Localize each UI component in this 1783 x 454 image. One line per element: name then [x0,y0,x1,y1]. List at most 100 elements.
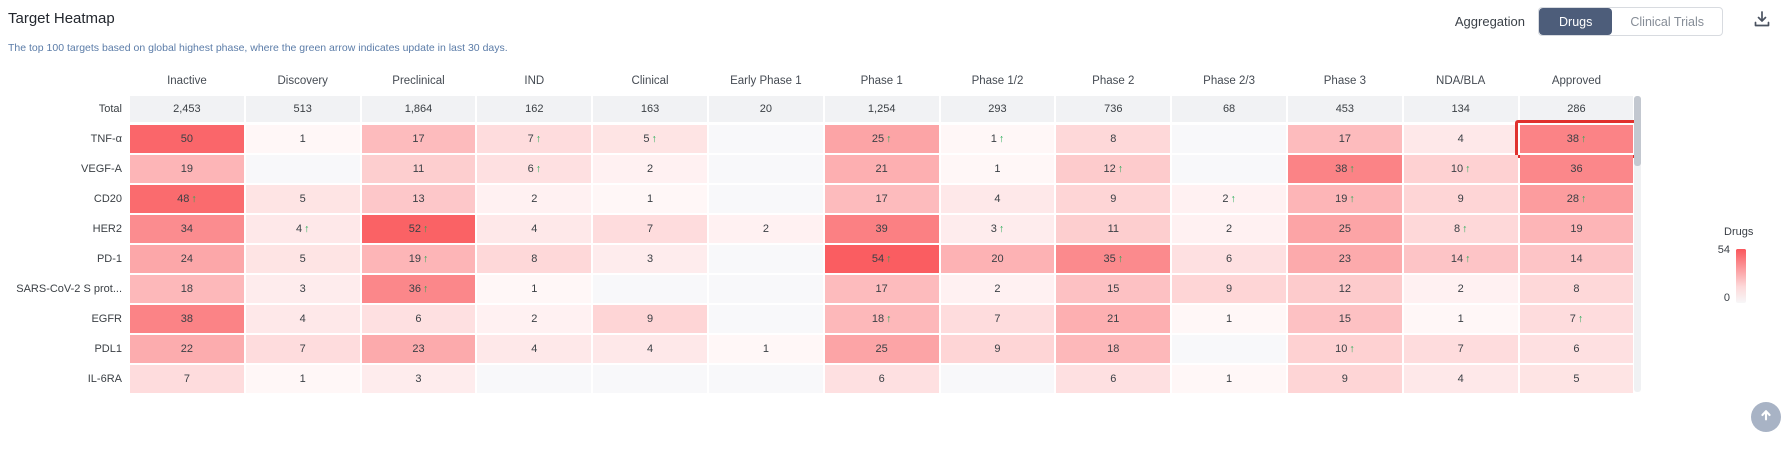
heatmap-cell-cd20-ind[interactable]: 2 [477,185,592,213]
heatmap-cell-tnf-phase-1[interactable]: 25 ↑ [824,125,939,153]
heatmap-cell-egfr-nda-bla[interactable]: 1 [1403,305,1518,333]
heatmap-cell-pdl1-phase-3[interactable]: 10 ↑ [1287,335,1402,363]
heatmap-cell-cd20-clinical[interactable]: 1 [593,185,707,213]
heatmap-cell-her2-preclinical[interactable]: 52 ↑ [361,215,476,243]
heatmap-cell-egfr-ind[interactable]: 2 [477,305,592,333]
heatmap-cell-il-6ra-early-phase-1[interactable] [708,365,823,393]
heatmap-cell-il-6ra-discovery[interactable]: 1 [245,365,360,393]
vertical-scrollbar[interactable] [1634,96,1641,392]
heatmap-cell-pd-1-phase-2[interactable]: 35 ↑ [1056,245,1171,273]
heatmap-cell-pd-1-inactive[interactable]: 24 [130,245,244,273]
heatmap-cell-sars-cov-2-s-prot-preclinical[interactable]: 36 ↑ [361,275,476,303]
heatmap-cell-pd-1-early-phase-1[interactable] [708,245,823,273]
heatmap-cell-egfr-inactive[interactable]: 38 [130,305,244,333]
heatmap-cell-sars-cov-2-s-prot-clinical[interactable] [593,275,707,303]
heatmap-cell-il-6ra-nda-bla[interactable]: 4 [1403,365,1518,393]
heatmap-cell-sars-cov-2-s-prot-phase-2-3[interactable]: 9 [1172,275,1286,303]
heatmap-cell-tnf-approved[interactable]: 38 ↑ [1514,120,1639,158]
heatmap-cell-pd-1-approved[interactable]: 14 [1519,245,1634,273]
total-cell[interactable]: 513 [245,96,360,122]
heatmap-cell-il-6ra-phase-1[interactable]: 6 [824,365,939,393]
heatmap-cell-sars-cov-2-s-prot-early-phase-1[interactable] [708,275,823,303]
heatmap-cell-cd20-phase-3[interactable]: 19 ↑ [1287,185,1402,213]
total-cell[interactable]: 453 [1287,96,1402,122]
total-cell[interactable]: 68 [1172,96,1286,122]
heatmap-cell-sars-cov-2-s-prot-inactive[interactable]: 18 [130,275,244,303]
heatmap-cell-pd-1-phase-1[interactable]: 54 ↑ [824,245,939,273]
heatmap-cell-pdl1-clinical[interactable]: 4 [593,335,707,363]
row-label-cd20[interactable]: CD20 [93,193,122,205]
download-button[interactable] [1751,11,1773,33]
heatmap-cell-cd20-phase-1[interactable]: 17 [824,185,939,213]
total-cell[interactable]: 736 [1056,96,1171,122]
heatmap-cell-pdl1-ind[interactable]: 4 [477,335,592,363]
heatmap-cell-her2-phase-3[interactable]: 25 [1287,215,1402,243]
heatmap-cell-il-6ra-phase-3[interactable]: 9 [1287,365,1402,393]
heatmap-cell-sars-cov-2-s-prot-discovery[interactable]: 3 [245,275,360,303]
total-cell[interactable]: 286 [1519,96,1634,122]
row-label-il-6ra[interactable]: IL-6RA [87,373,122,385]
heatmap-cell-vegf-a-phase-3[interactable]: 38 ↑ [1287,155,1402,183]
heatmap-cell-cd20-discovery[interactable]: 5 [245,185,360,213]
heatmap-cell-il-6ra-inactive[interactable]: 7 [130,365,244,393]
heatmap-cell-tnf-ind[interactable]: 7 ↑ [477,125,592,153]
heatmap-cell-pd-1-clinical[interactable]: 3 [593,245,707,273]
heatmap-cell-sars-cov-2-s-prot-phase-1[interactable]: 17 [824,275,939,303]
total-cell[interactable]: 293 [940,96,1055,122]
heatmap-cell-egfr-phase-2[interactable]: 21 [1056,305,1171,333]
total-cell[interactable]: 20 [708,96,823,122]
heatmap-cell-il-6ra-phase-1-2[interactable] [940,365,1055,393]
heatmap-cell-pdl1-discovery[interactable]: 7 [245,335,360,363]
heatmap-cell-sars-cov-2-s-prot-nda-bla[interactable]: 2 [1403,275,1518,303]
row-label-her2[interactable]: HER2 [92,223,122,235]
heatmap-cell-egfr-preclinical[interactable]: 6 [361,305,476,333]
heatmap-cell-vegf-a-discovery[interactable] [245,155,360,183]
heatmap-cell-sars-cov-2-s-prot-phase-3[interactable]: 12 [1287,275,1402,303]
heatmap-cell-egfr-approved[interactable]: 7 ↑ [1519,305,1634,333]
heatmap-cell-il-6ra-phase-2[interactable]: 6 [1056,365,1171,393]
heatmap-cell-tnf-clinical[interactable]: 5 ↑ [593,125,707,153]
heatmap-cell-vegf-a-preclinical[interactable]: 11 [361,155,476,183]
heatmap-cell-vegf-a-nda-bla[interactable]: 10 ↑ [1403,155,1518,183]
heatmap-cell-egfr-discovery[interactable]: 4 [245,305,360,333]
toggle-option-clinical-trials[interactable]: Clinical Trials [1630,14,1704,29]
total-cell[interactable]: 2,453 [130,96,244,122]
heatmap-cell-egfr-phase-3[interactable]: 15 [1287,305,1402,333]
heatmap-cell-il-6ra-clinical[interactable] [593,365,707,393]
heatmap-cell-tnf-inactive[interactable]: 50 [130,125,244,153]
heatmap-cell-her2-phase-1[interactable]: 39 [824,215,939,243]
total-cell[interactable]: 1,254 [824,96,939,122]
heatmap-cell-cd20-phase-1-2[interactable]: 4 [940,185,1055,213]
heatmap-cell-her2-phase-1-2[interactable]: 3 ↑ [940,215,1055,243]
heatmap-cell-her2-clinical[interactable]: 7 [593,215,707,243]
heatmap-cell-il-6ra-ind[interactable] [477,365,592,393]
heatmap-cell-vegf-a-phase-2[interactable]: 12 ↑ [1056,155,1171,183]
row-label-vegf-a[interactable]: VEGF-A [81,163,122,175]
heatmap-cell-tnf-preclinical[interactable]: 17 [361,125,476,153]
heatmap-cell-vegf-a-phase-2-3[interactable] [1172,155,1286,183]
heatmap-cell-il-6ra-phase-2-3[interactable]: 1 [1172,365,1286,393]
row-label-pdl1[interactable]: PDL1 [94,343,122,355]
heatmap-cell-pdl1-preclinical[interactable]: 23 [361,335,476,363]
row-label-egfr[interactable]: EGFR [91,313,122,325]
heatmap-cell-her2-discovery[interactable]: 4 ↑ [245,215,360,243]
heatmap-cell-her2-ind[interactable]: 4 [477,215,592,243]
heatmap-cell-vegf-a-phase-1-2[interactable]: 1 [940,155,1055,183]
heatmap-cell-tnf-early-phase-1[interactable] [708,125,823,153]
heatmap-cell-cd20-phase-2-3[interactable]: 2 ↑ [1172,185,1286,213]
total-cell[interactable]: 134 [1403,96,1518,122]
heatmap-cell-sars-cov-2-s-prot-approved[interactable]: 8 [1519,275,1634,303]
heatmap-cell-vegf-a-approved[interactable]: 36 [1519,155,1634,183]
heatmap-cell-sars-cov-2-s-prot-ind[interactable]: 1 [477,275,592,303]
scrollbar-thumb[interactable] [1634,96,1641,166]
heatmap-cell-tnf-nda-bla[interactable]: 4 [1403,125,1518,153]
heatmap-cell-her2-nda-bla[interactable]: 8 ↑ [1403,215,1518,243]
total-cell[interactable]: 1,864 [361,96,476,122]
heatmap-cell-sars-cov-2-s-prot-phase-2[interactable]: 15 [1056,275,1171,303]
heatmap-cell-pdl1-phase-2-3[interactable] [1172,335,1286,363]
heatmap-cell-pd-1-phase-2-3[interactable]: 6 [1172,245,1286,273]
legend-gradient-bar[interactable] [1736,249,1746,303]
heatmap-cell-cd20-phase-2[interactable]: 9 [1056,185,1171,213]
heatmap-cell-her2-phase-2[interactable]: 11 [1056,215,1171,243]
heatmap-cell-pd-1-preclinical[interactable]: 19 ↑ [361,245,476,273]
